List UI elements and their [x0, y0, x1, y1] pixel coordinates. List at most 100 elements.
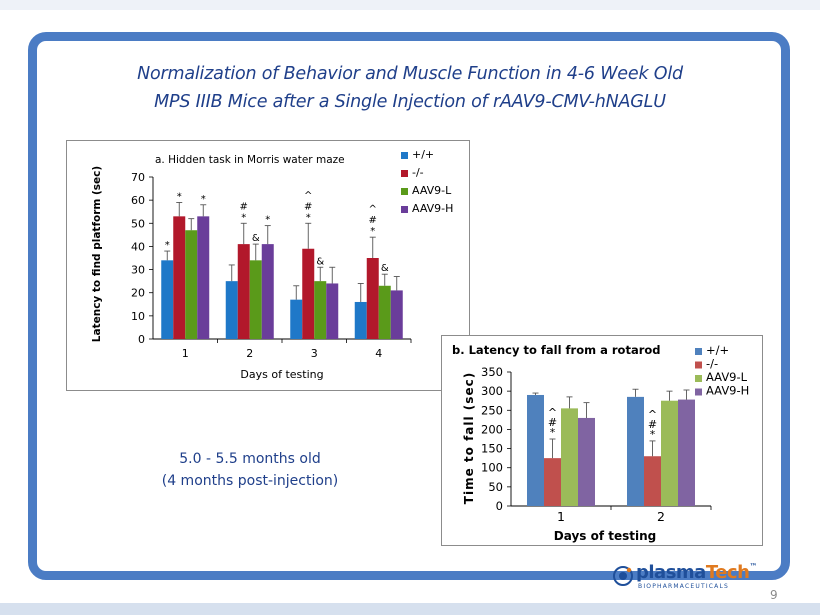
chart-b-ytick-label: 350 — [481, 365, 503, 379]
chart-a-ytick-label: 20 — [131, 287, 145, 300]
chart-a-significance-label: & — [381, 263, 389, 274]
chart-a-ytick-label: 50 — [131, 217, 145, 230]
chart-a-category-label: 3 — [311, 347, 318, 360]
chart-a-bar — [302, 248, 315, 339]
chart-a-ytick-label: 60 — [131, 194, 145, 207]
chart-b-legend-swatch — [695, 388, 702, 396]
chart-b-significance-line: * — [650, 428, 656, 441]
chart-a-ytick-label: 30 — [131, 264, 145, 277]
chart-b-x-axis-title: Days of testing — [554, 529, 656, 543]
chart-b-legend-label: AAV9-H — [706, 384, 749, 398]
chart-a-significance-line: # — [304, 201, 312, 212]
chart-a-category-label: 2 — [246, 347, 253, 360]
chart-b-category-label: 2 — [657, 509, 665, 524]
chart-b-legend-swatch — [695, 375, 702, 382]
chart-a-bar — [326, 283, 339, 339]
chart-b-ytick-label: 0 — [496, 499, 503, 513]
slide-title-line-2: MPS IIIB Mice after a Single Injection o… — [154, 92, 666, 112]
chart-a-legend-label: -/- — [412, 166, 424, 179]
chart-a-bar — [161, 260, 174, 339]
logo-subtitle: BIOPHARMACEUTICALS — [638, 583, 730, 590]
chart-a-significance-label: & — [316, 256, 324, 267]
chart-a-significance-line: & — [381, 263, 389, 274]
chart-a-x-axis-title: Days of testing — [240, 368, 323, 381]
chart-a-significance-line: & — [252, 233, 260, 244]
chart-a-significance-line: ^ — [304, 190, 312, 201]
chart-a-y-axis-title: Latency to find platform (sec) — [91, 166, 103, 342]
page-number: 9 — [770, 588, 778, 602]
logo-word-accent: Tech — [705, 562, 750, 583]
morris-water-maze-chart: a. Hidden task in Morris water maze 0 10 20… — [66, 140, 470, 391]
chart-b-significance-label: ^ # * — [548, 406, 557, 439]
chart-a-bar — [197, 216, 210, 339]
chart-a-ytick-label: 0 — [138, 333, 145, 346]
chart-a-significance-line: & — [316, 256, 324, 267]
age-note-line-1: 5.0 - 5.5 months old — [179, 451, 321, 467]
chart-a-significance-line: * — [177, 191, 182, 202]
chart-a-bar — [225, 281, 238, 339]
chart-a-bar — [185, 230, 198, 339]
chart-b-ytick-label: 150 — [481, 442, 503, 456]
age-note-line-2: (4 months post-injection) — [161, 473, 339, 489]
chart-a-legend-swatch — [401, 152, 408, 159]
chart-b-bar — [561, 408, 578, 506]
chart-a-significance-label: * — [201, 194, 206, 205]
chart-b-significance-line: * — [550, 426, 556, 439]
chart-a-significance-label: * — [177, 191, 182, 202]
chart-a-significance-line: # — [240, 201, 248, 212]
chart-a-significance-label: & — [252, 233, 260, 244]
chart-b-ytick-label: 250 — [481, 403, 503, 417]
chart-b-legend-label: AAV9-L — [706, 370, 748, 384]
chart-b-ytick-label: 200 — [481, 422, 503, 436]
chart-b-significance-label: ^ # * — [648, 408, 657, 441]
logo-wordmark: plasmaTech™ — [636, 562, 757, 583]
chart-a-bar — [290, 299, 303, 339]
chart-a-bar — [378, 285, 391, 339]
plasmatech-logo: plasmaTech™ BIOPHARMACEUTICALS — [612, 561, 757, 595]
chart-b-category-label: 1 — [557, 509, 565, 524]
chart-b-ytick-label: 300 — [481, 384, 503, 398]
chart-a-significance-label: # * — [240, 201, 248, 223]
chart-a-ytick-label: 10 — [131, 310, 145, 323]
chart-b-legend-label: -/- — [706, 357, 718, 371]
chart-a-bar — [314, 281, 327, 339]
rotarod-chart-svg: b. Latency to fall from a rotarod 0 50 100 1… — [452, 343, 749, 543]
chart-a-legend-label: +/+ — [412, 148, 434, 161]
chart-a-legend-swatch — [401, 206, 408, 213]
top-band — [0, 0, 820, 10]
chart-b-significance-line: ^ — [548, 406, 557, 419]
chart-b-bar — [544, 458, 561, 506]
plasmatech-logo-icon — [613, 566, 633, 586]
chart-b-legend-label: +/+ — [706, 343, 729, 357]
chart-a-significance-line: * — [201, 194, 206, 205]
chart-b-bar — [644, 456, 661, 506]
chart-b-legend-swatch — [695, 361, 702, 369]
chart-b-bar — [678, 399, 695, 506]
slide-title-line-1: Normalization of Behavior and Muscle Fun… — [137, 64, 683, 84]
chart-a-significance-line: * — [370, 226, 375, 237]
chart-a-legend-swatch — [401, 170, 408, 177]
chart-a-significance-line: * — [265, 215, 270, 226]
chart-a-significance-line: # — [369, 215, 377, 226]
bottom-band — [0, 603, 820, 615]
chart-a-bar — [173, 216, 186, 339]
chart-a-bar — [354, 301, 367, 339]
chart-b-ytick-label: 50 — [488, 480, 503, 494]
chart-b-bar — [627, 396, 644, 506]
chart-a-title: a. Hidden task in Morris water maze — [155, 154, 345, 166]
chart-a-significance-label: * — [165, 240, 170, 251]
chart-b-y-axis-title: Time to fall (sec) — [462, 372, 476, 504]
logo-word-main: plasma — [636, 562, 706, 583]
chart-a-significance-line: * — [306, 212, 311, 223]
chart-b-bar — [578, 417, 595, 506]
chart-b-bar — [527, 394, 544, 506]
chart-a-bar — [237, 244, 250, 339]
logo-trademark: ™ — [749, 562, 757, 571]
chart-b-significance-line: ^ — [648, 408, 657, 421]
chart-a-significance-line: * — [165, 240, 170, 251]
chart-a-ytick-label: 40 — [131, 240, 145, 253]
chart-a-significance-label: ^ # * — [304, 190, 312, 223]
chart-a-significance-line: ^ — [369, 204, 377, 215]
chart-b-legend-swatch — [695, 348, 702, 355]
chart-b-significance-line: # — [648, 418, 657, 431]
